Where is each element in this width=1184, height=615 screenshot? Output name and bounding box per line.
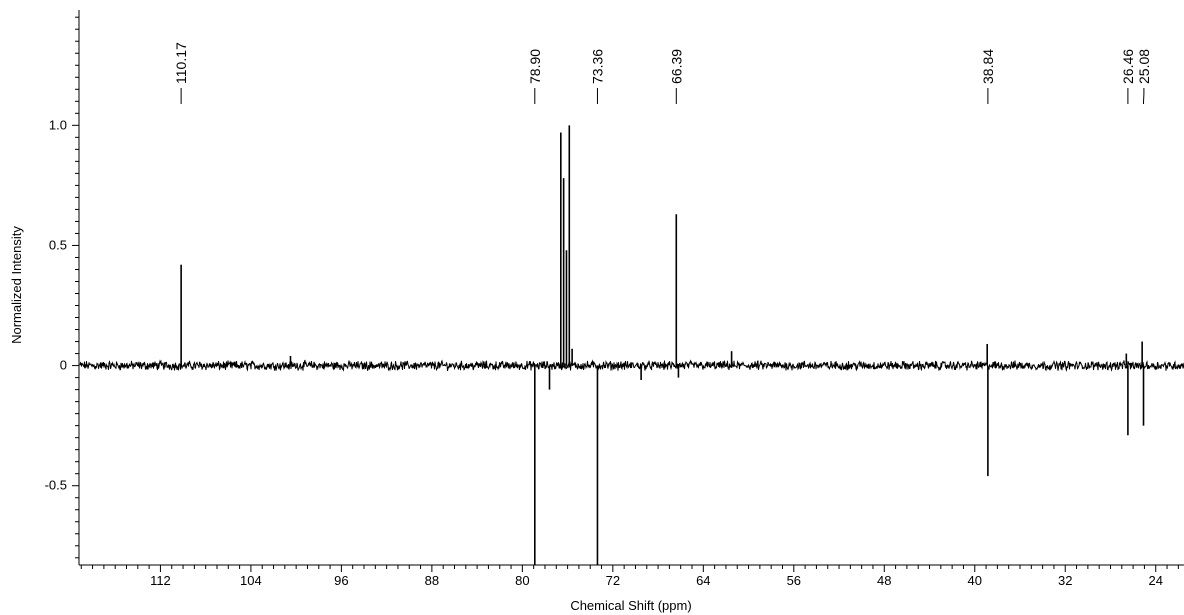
peak-label: 73.36	[589, 49, 605, 84]
x-tick-label: 96	[334, 573, 348, 588]
x-tick-label: 72	[606, 573, 620, 588]
y-tick-label: -0.5	[45, 478, 67, 493]
y-tick-label: 0.5	[49, 237, 67, 252]
spectrum-baseline	[79, 359, 1184, 372]
x-tick-label: 104	[240, 573, 262, 588]
x-tick-label: 40	[968, 573, 982, 588]
x-tick-label: 32	[1058, 573, 1072, 588]
x-tick-label: 80	[515, 573, 529, 588]
spectrum-trace	[79, 125, 1184, 565]
y-tick-label: 1.0	[49, 117, 67, 132]
peak-label: 110.17	[173, 42, 189, 84]
peak-label: 26.46	[1120, 49, 1136, 84]
x-tick-label: 56	[787, 573, 801, 588]
y-axis-label: Normalized Intensity	[9, 226, 24, 344]
peak-labels: 110.17 78.90 73.36 66.39 38.84 26.46 25.08	[173, 42, 1152, 104]
y-tick-label: 0	[60, 358, 67, 373]
x-tick-label: 88	[425, 573, 439, 588]
peak-label: 25.08	[1136, 49, 1152, 84]
x-tick-label: 24	[1148, 573, 1162, 588]
x-axis-label: Chemical Shift (ppm)	[570, 598, 691, 613]
x-tick-label: 112	[150, 573, 171, 588]
peak-label: 38.84	[980, 49, 996, 84]
x-tick-label: 48	[877, 573, 891, 588]
x-tick-label: 64	[696, 573, 710, 588]
peak-label: 66.39	[668, 49, 684, 84]
axes: 112 104 96 88 80 72 64 56 48 40 32 24 1.0 0.5 0 -0.5	[45, 10, 1184, 588]
peak-label: 78.90	[527, 49, 543, 84]
